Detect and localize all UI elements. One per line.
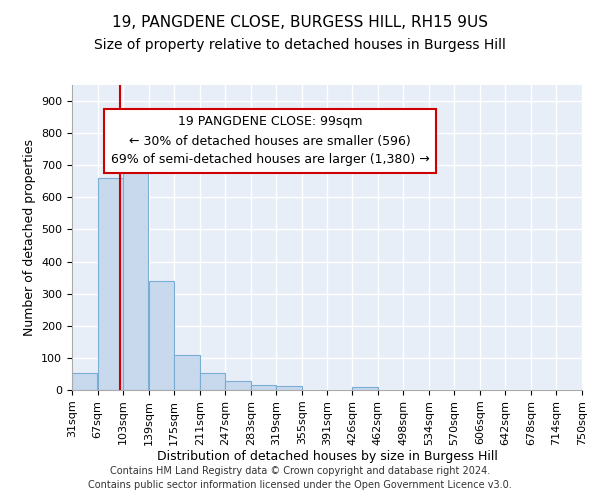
Bar bbox=[123, 149, 148, 390]
Bar bbox=[175, 354, 199, 390]
Text: 19, PANGDENE CLOSE, BURGESS HILL, RH15 9US: 19, PANGDENE CLOSE, BURGESS HILL, RH15 9… bbox=[112, 15, 488, 30]
Bar bbox=[352, 388, 377, 390]
Bar bbox=[277, 386, 302, 390]
X-axis label: Distribution of detached houses by size in Burgess Hill: Distribution of detached houses by size … bbox=[157, 450, 497, 464]
Bar bbox=[149, 282, 174, 390]
Bar bbox=[98, 178, 123, 390]
Y-axis label: Number of detached properties: Number of detached properties bbox=[23, 139, 35, 336]
Text: Size of property relative to detached houses in Burgess Hill: Size of property relative to detached ho… bbox=[94, 38, 506, 52]
Bar bbox=[72, 374, 97, 390]
Bar bbox=[226, 382, 251, 390]
Bar bbox=[251, 385, 276, 390]
Bar bbox=[200, 374, 225, 390]
Text: Contains HM Land Registry data © Crown copyright and database right 2024.
Contai: Contains HM Land Registry data © Crown c… bbox=[88, 466, 512, 490]
Text: 19 PANGDENE CLOSE: 99sqm
← 30% of detached houses are smaller (596)
69% of semi-: 19 PANGDENE CLOSE: 99sqm ← 30% of detach… bbox=[110, 116, 429, 166]
